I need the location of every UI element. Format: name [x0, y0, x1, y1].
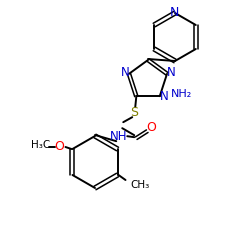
Text: CH₃: CH₃ [130, 180, 149, 190]
Text: O: O [146, 121, 156, 134]
Text: NH₂: NH₂ [171, 89, 192, 99]
Text: S: S [130, 106, 138, 119]
Text: O: O [54, 140, 64, 153]
Text: H₃C: H₃C [31, 140, 50, 150]
Text: N: N [160, 90, 168, 103]
Text: NH: NH [110, 130, 127, 143]
Text: N: N [120, 66, 129, 79]
Text: N: N [169, 6, 179, 18]
Text: N: N [167, 66, 175, 79]
